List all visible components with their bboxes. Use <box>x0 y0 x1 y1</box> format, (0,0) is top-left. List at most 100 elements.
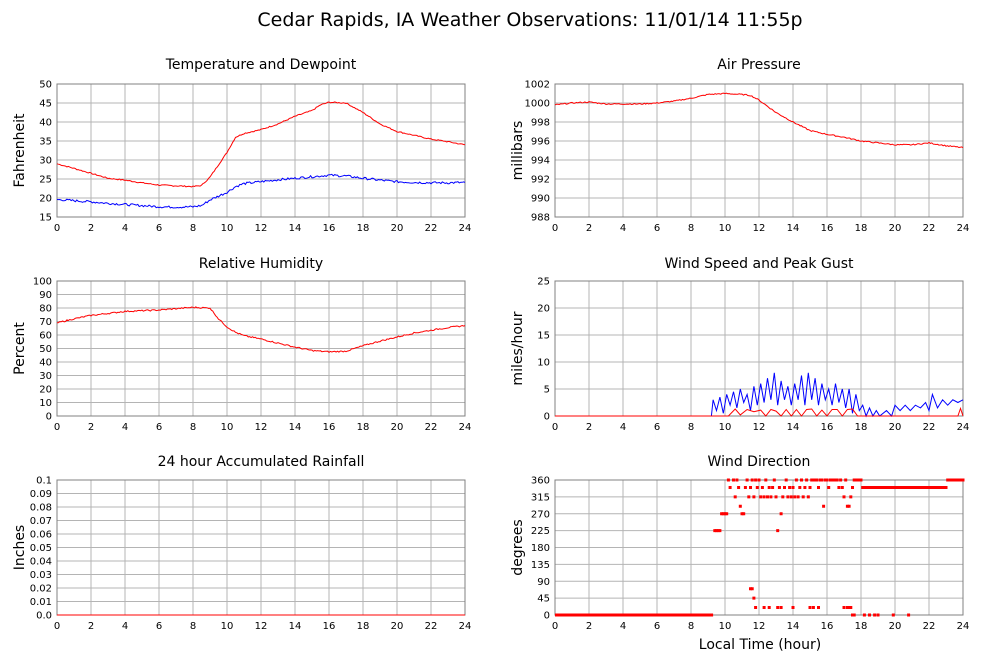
wind-x-tick-label: 2 <box>586 422 592 433</box>
direction-point <box>924 486 928 489</box>
direction-point <box>759 495 763 499</box>
direction-point <box>939 486 943 489</box>
direction-point <box>786 495 790 499</box>
rain-y-tick-label: 0.03 <box>30 570 52 581</box>
wind-x-tick-label: 16 <box>821 422 834 433</box>
humidity-x-tick-label: 6 <box>156 422 162 433</box>
temp-series-line-0 <box>56 101 466 188</box>
direction-point <box>769 495 773 499</box>
humidity-y-tick-label: 100 <box>33 277 52 288</box>
direction-point <box>808 606 812 609</box>
direction-point <box>764 478 768 482</box>
direction-point <box>883 486 887 489</box>
direction-point <box>757 478 761 482</box>
temp-y-axis-label: Fahrenheit <box>12 113 28 188</box>
direction-point <box>721 512 725 516</box>
direction-point <box>879 486 883 489</box>
pressure-x-tick-label: 20 <box>889 223 902 234</box>
temp-y-tick-label: 40 <box>39 118 52 129</box>
direction-x-tick-label: 10 <box>719 621 732 632</box>
direction-point <box>861 486 865 489</box>
rain-x-tick-label: 4 <box>122 621 128 632</box>
direction-point <box>820 478 824 482</box>
direction-point <box>868 613 871 617</box>
direction-y-tick-label: 225 <box>531 526 550 537</box>
direction-x-tick-label: 24 <box>957 621 970 632</box>
pressure-x-tick-label: 22 <box>923 223 936 234</box>
pressure-x-tick-label: 18 <box>855 223 868 234</box>
direction-point <box>732 478 735 482</box>
direction-point <box>718 529 722 533</box>
direction-point <box>944 486 948 489</box>
rain-y-axis-label: Inches <box>12 525 28 570</box>
pressure-x-tick-label: 6 <box>654 223 660 234</box>
rain-x-tick-label: 8 <box>190 621 196 632</box>
temp-x-tick-label: 16 <box>323 223 336 234</box>
rain-grid <box>56 479 466 616</box>
direction-point <box>735 478 739 482</box>
direction-x-tick-label: 2 <box>586 621 592 632</box>
temp-y-tick-label: 45 <box>39 99 52 110</box>
humidity-x-tick-label: 8 <box>190 422 196 433</box>
direction-point <box>954 478 958 482</box>
rain-x-tick-label: 24 <box>459 621 472 632</box>
direction-point <box>754 606 758 609</box>
direction-point <box>783 486 786 489</box>
wind-x-tick-label: 14 <box>787 422 800 433</box>
direction-point <box>793 495 797 499</box>
humidity-x-tick-label: 12 <box>255 422 268 433</box>
temp-y-tick-label: 25 <box>39 175 52 186</box>
direction-point <box>726 478 730 482</box>
direction-point <box>827 486 831 489</box>
direction-x-tick-label: 6 <box>654 621 660 632</box>
direction-point <box>767 486 771 489</box>
direction-point <box>733 495 737 499</box>
rain-x-tick-label: 14 <box>289 621 302 632</box>
pressure-x-tick-label: 16 <box>821 223 834 234</box>
direction-point <box>740 512 744 516</box>
wind-x-tick-label: 0 <box>552 422 558 433</box>
direction-point <box>815 478 819 482</box>
humidity-y-tick-label: 90 <box>39 290 52 301</box>
direction-point <box>817 486 820 489</box>
direction-point <box>791 486 795 489</box>
direction-point <box>806 495 810 499</box>
direction-point <box>789 495 793 499</box>
direction-series-0 <box>555 478 965 617</box>
temp-series-line-1 <box>56 173 466 209</box>
direction-point <box>742 512 746 516</box>
direction-point <box>794 478 798 482</box>
direction-point <box>760 486 764 489</box>
direction-point <box>890 486 894 489</box>
direction-point <box>774 495 778 499</box>
wind-x-tick-label: 22 <box>923 422 936 433</box>
direction-point <box>810 478 814 482</box>
direction-point <box>876 486 880 489</box>
direction-point <box>779 606 783 609</box>
humidity-y-tick-label: 60 <box>39 331 52 342</box>
pressure-x-tick-label: 14 <box>787 223 800 234</box>
direction-point <box>912 486 916 489</box>
direction-point <box>854 478 858 482</box>
wind-y-tick-label: 5 <box>544 385 550 396</box>
direction-title: Wind Direction <box>708 454 811 470</box>
direction-y-axis-label: degrees <box>510 519 526 575</box>
wind-y-tick-label: 15 <box>537 331 550 342</box>
temp-x-tick-label: 14 <box>289 223 302 234</box>
direction-point <box>779 512 783 516</box>
direction-point <box>859 478 863 482</box>
direction-point <box>772 478 776 482</box>
direction-point <box>776 606 780 609</box>
direction-point <box>849 606 853 609</box>
pressure-series-line-0 <box>554 92 964 149</box>
direction-point <box>864 486 868 489</box>
direction-point <box>947 478 951 482</box>
direction-point <box>745 478 749 482</box>
direction-x-tick-label: 14 <box>787 621 800 632</box>
wind-y-tick-label: 10 <box>537 358 550 369</box>
direction-point <box>907 613 911 617</box>
direction-x-tick-label: 4 <box>620 621 626 632</box>
direction-point <box>832 478 836 482</box>
rain-y-tick-label: 0.1 <box>36 476 52 487</box>
